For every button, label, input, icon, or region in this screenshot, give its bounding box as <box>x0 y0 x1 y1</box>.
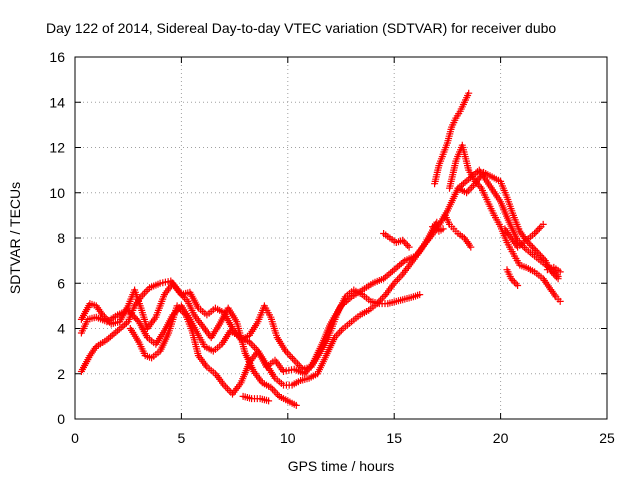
y-tick-label: 4 <box>57 321 65 337</box>
data-point <box>292 401 300 409</box>
data-point <box>535 224 543 232</box>
y-tick-label: 12 <box>49 140 65 156</box>
data-point <box>380 292 388 300</box>
data-point <box>107 333 114 341</box>
data-point <box>556 268 564 276</box>
data-point <box>380 275 388 283</box>
data-point <box>375 298 383 306</box>
data-point <box>402 240 410 248</box>
data-point <box>142 287 150 295</box>
data-point <box>533 248 541 256</box>
data-point <box>532 246 540 254</box>
data-point <box>392 264 400 272</box>
x-tick-label: 20 <box>493 430 509 446</box>
data-point <box>556 297 564 305</box>
data-point <box>538 253 546 261</box>
data-point <box>222 383 230 391</box>
data-point <box>459 180 467 188</box>
data-point <box>535 250 543 258</box>
y-tick-label: 8 <box>57 230 65 246</box>
data-point <box>399 258 407 266</box>
data-point <box>294 360 302 368</box>
data-point <box>510 278 518 286</box>
data-point <box>334 330 342 338</box>
x-axis-label: GPS time / hours <box>288 458 395 474</box>
data-point <box>532 228 540 236</box>
data-point <box>433 218 441 226</box>
data-point <box>133 316 141 324</box>
data-point <box>509 276 517 284</box>
data-point <box>551 271 559 279</box>
data-point <box>394 276 402 284</box>
data-point <box>525 240 533 248</box>
data-point <box>397 272 405 280</box>
data-point <box>534 226 542 234</box>
y-tick-label: 0 <box>57 411 65 427</box>
data-point <box>400 238 408 246</box>
data-point <box>395 274 403 282</box>
y-tick-label: 16 <box>49 49 65 65</box>
y-tick-label: 6 <box>57 275 65 291</box>
data-point <box>531 230 539 237</box>
x-tick-label: 10 <box>280 430 296 446</box>
data-point <box>549 270 557 278</box>
x-tick-label: 15 <box>386 430 402 446</box>
data-point <box>468 183 476 191</box>
data-point <box>540 255 548 263</box>
data-point <box>507 275 515 283</box>
data-point <box>527 241 535 249</box>
data-point <box>265 397 273 405</box>
data-point <box>404 241 411 249</box>
data-point <box>553 273 560 281</box>
data-point <box>554 275 562 283</box>
chart-title: Day 122 of 2014, Sidereal Day-to-day VTE… <box>46 20 556 36</box>
data-point <box>289 354 296 362</box>
data-point <box>405 243 413 251</box>
data-point <box>476 183 484 190</box>
data-point <box>249 342 257 350</box>
data-point <box>140 289 148 297</box>
data-point <box>537 252 544 259</box>
data-point <box>467 243 475 251</box>
y-axis-label: SDTVAR / TECUs <box>7 182 23 294</box>
data-point <box>114 327 122 335</box>
data-point <box>465 89 473 97</box>
axis-ticks: 0 5 10 15 20 25 0 2 4 6 8 10 12 14 16 <box>49 49 615 446</box>
data-point <box>336 328 344 336</box>
y-tick-label: 2 <box>57 366 65 382</box>
x-tick-label: 5 <box>178 430 186 446</box>
x-tick-label: 0 <box>71 430 79 446</box>
data-point <box>223 385 231 393</box>
data-points <box>77 89 564 409</box>
data-point <box>439 225 447 233</box>
data-point <box>512 280 520 288</box>
data-point <box>530 245 538 253</box>
y-tick-label: 10 <box>49 185 65 201</box>
data-point <box>472 169 480 177</box>
data-point <box>539 220 547 228</box>
data-point <box>337 326 345 334</box>
data-point <box>132 315 140 322</box>
data-point <box>290 356 298 364</box>
data-point <box>514 282 522 289</box>
data-point <box>121 321 129 329</box>
x-tick-label: 25 <box>599 430 615 446</box>
y-tick-label: 14 <box>49 94 65 110</box>
data-point <box>416 291 424 299</box>
data-point <box>292 358 300 366</box>
data-point <box>225 387 233 394</box>
data-point <box>529 243 536 251</box>
data-point <box>399 236 407 244</box>
data-point <box>387 269 395 277</box>
